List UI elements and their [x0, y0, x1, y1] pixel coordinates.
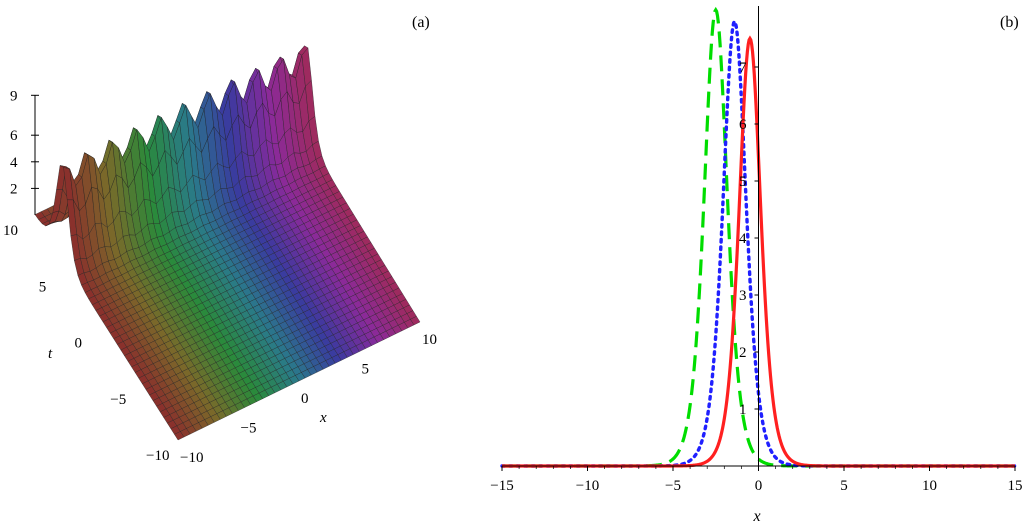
- x-tick-label: 0: [301, 391, 309, 407]
- axes: −15 −10 −5 0 5 10 15 1 2 3 4 5 6 7: [490, 6, 1023, 494]
- z-axis: 9 6 4 2: [10, 88, 39, 215]
- x-axis-label-b: x: [752, 508, 760, 525]
- x-tick-label: −15: [490, 478, 513, 494]
- panel-a-surface-plot: (a) 9 6 4 2 10 5 0 −5 −10 10 5 0 −5 −10 t x: [0, 0, 450, 525]
- x-tick-label: 5: [840, 478, 848, 494]
- t-tick-label: −10: [146, 448, 169, 464]
- y-tick-label: 2: [739, 345, 747, 361]
- x-tick-label: 10: [422, 332, 437, 348]
- y-tick-label: 4: [739, 231, 747, 247]
- z-tick-label: 9: [10, 88, 18, 104]
- t-tick-label: 5: [39, 279, 47, 295]
- x-tick-label: −5: [665, 478, 681, 494]
- x-axis: 10 5 0 −5 −10: [180, 332, 437, 466]
- x-tick-label: −10: [576, 478, 599, 494]
- surface-cell: [410, 316, 421, 326]
- x-axis-label: x: [319, 410, 327, 426]
- surface-mesh: [34, 45, 421, 441]
- z-tick-label: 6: [10, 128, 18, 144]
- z-tick-label: 2: [10, 181, 18, 197]
- y-tick-label: 1: [739, 402, 747, 418]
- y-tick-label: 5: [739, 174, 747, 190]
- surface-plot-svg: (a) 9 6 4 2 10 5 0 −5 −10 10 5 0 −5 −10 t x: [3, 14, 437, 466]
- y-tick-label: 6: [739, 117, 747, 133]
- x-tick-label: 0: [755, 478, 763, 494]
- x-tick-label: −10: [180, 450, 203, 466]
- t-axis: 10 5 0 −5 −10: [3, 223, 169, 464]
- line-plot-svg: (b) −15 −10 −5 0 5 10 15 1 2 3 4 5 6 7 x: [490, 6, 1023, 525]
- y-tick-label: 3: [739, 288, 747, 304]
- x-tick-label: 5: [362, 362, 370, 378]
- t-axis-label: t: [48, 346, 53, 362]
- panel-b-line-plot: (b) −15 −10 −5 0 5 10 15 1 2 3 4 5 6 7 x: [470, 0, 1031, 525]
- panel-a-label: (a): [412, 14, 430, 31]
- x-tick-label: 10: [922, 478, 937, 494]
- t-tick-label: 10: [3, 223, 18, 239]
- x-tick-label: 15: [1008, 478, 1023, 494]
- panel-b-label: (b): [1000, 14, 1019, 31]
- x-tick-label: −5: [241, 421, 257, 437]
- z-tick-label: 4: [10, 155, 18, 171]
- t-tick-label: 0: [75, 336, 83, 352]
- y-tick-label: 7: [739, 60, 747, 76]
- t-tick-label: −5: [110, 392, 126, 408]
